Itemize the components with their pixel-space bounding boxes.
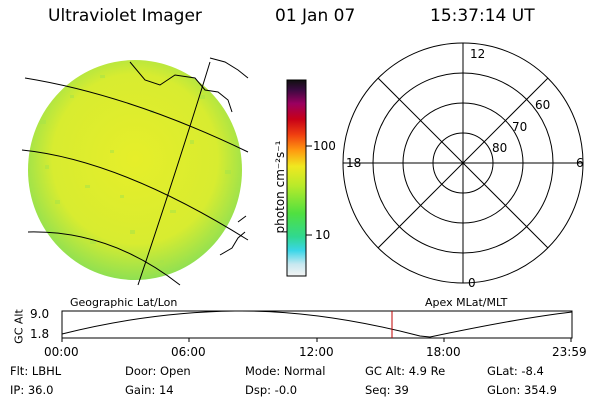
- info-dsp: Dsp: -0.0: [245, 383, 298, 397]
- mlt-label-12: 12: [470, 47, 486, 61]
- info-seq: Seq: 39: [365, 383, 409, 397]
- xtick-2359: 23:59: [552, 345, 587, 359]
- polar-plot[interactable]: [342, 42, 584, 284]
- coastlines: [129, 57, 249, 256]
- altitude-xticks: [61, 338, 572, 342]
- xtick-0600: 06:00: [171, 345, 206, 359]
- mlat-label-80: 80: [492, 141, 508, 155]
- header-date: 01 Jan 07: [275, 6, 356, 26]
- mlt-label-6: 6: [576, 156, 584, 170]
- mlt-label-18: 18: [346, 156, 362, 170]
- xtick-0000: 00:00: [44, 345, 79, 359]
- altitude-plot[interactable]: [61, 310, 573, 342]
- info-mode: Mode: Normal: [245, 364, 326, 378]
- altitude-curve: [61, 310, 573, 338]
- info-door: Door: Open: [125, 364, 191, 378]
- altitude-ymax: 9.0: [30, 307, 50, 321]
- mlt-label-0: 0: [468, 276, 476, 290]
- colorbar-tick-100: 100: [313, 139, 336, 153]
- xtick-1200: 12:00: [299, 345, 334, 359]
- geographic-label: Geographic Lat/Lon: [70, 296, 178, 309]
- info-flt: Flt: LBHL: [10, 364, 62, 378]
- mlat-label-70: 70: [512, 120, 528, 134]
- colorbar-scale: [286, 79, 307, 277]
- colorbar-unit-label: photon cm⁻²s⁻¹: [273, 140, 287, 234]
- info-glon: GLon: 354.9: [487, 383, 557, 397]
- info-gcalt: GC Alt: 4.9 Re: [365, 364, 446, 378]
- altitude-ymin: 1.8: [30, 327, 50, 341]
- apex-label: Apex MLat/MLT: [425, 296, 508, 309]
- xtick-1800: 18:00: [426, 345, 461, 359]
- info-gain: Gain: 14: [125, 383, 174, 397]
- colorbar-tick-10: 10: [315, 228, 331, 242]
- altitude-frame: [61, 310, 573, 339]
- altitude-ylabel: GC Alt: [12, 309, 26, 344]
- mlat-label-60: 60: [535, 98, 551, 112]
- info-ip: IP: 36.0: [10, 383, 54, 397]
- mlt-line-diag-2: [377, 77, 549, 249]
- geographic-grid: [21, 61, 249, 286]
- earth-disk: [28, 60, 242, 280]
- colorbar: [286, 79, 312, 277]
- uvi-image[interactable]: [21, 57, 249, 286]
- instrument-title: Ultraviolet Imager: [48, 6, 202, 26]
- info-glat: GLat: -8.4: [487, 364, 544, 378]
- header-time: 15:37:14 UT: [430, 6, 535, 26]
